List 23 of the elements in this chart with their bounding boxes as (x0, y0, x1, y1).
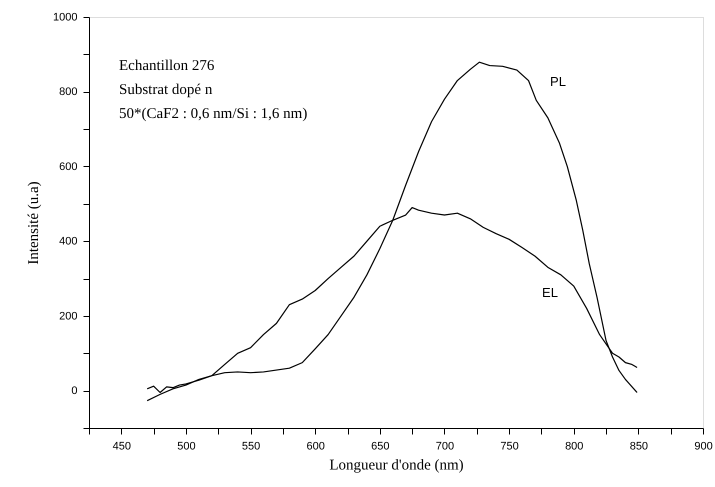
x-tick-label: 900 (694, 440, 713, 452)
x-tick-label: 800 (565, 440, 584, 452)
x-tick-label: 850 (630, 440, 648, 452)
series-label: PL (550, 74, 566, 89)
x-tick-label: 550 (242, 440, 260, 452)
x-tick-label: 500 (177, 440, 196, 452)
y-axis-title: Intensité (u.a) (26, 181, 42, 265)
x-tick-label: 450 (112, 440, 131, 452)
annotation: Echantillon 276 (119, 58, 215, 74)
x-tick-label: 750 (500, 440, 519, 452)
annotation: 50*(CaF2 : 0,6 nm/Si : 1,6 nm) (119, 106, 308, 122)
y-tick-label: 1000 (53, 12, 78, 24)
y-tick-label: 200 (59, 310, 78, 322)
x-tick-label: 600 (306, 440, 325, 452)
annotation: Substrat dopé n (119, 82, 213, 98)
series-label: EL (542, 285, 558, 300)
y-tick-label: 400 (59, 236, 78, 248)
y-tick-label: 800 (59, 86, 78, 98)
y-tick-label: 600 (59, 160, 78, 173)
y-tick-label: 0 (71, 385, 78, 398)
x-tick-label: 700 (436, 440, 454, 452)
x-axis-title: Longueur d'onde (nm) (329, 458, 464, 474)
x-tick-label: 650 (371, 440, 390, 452)
